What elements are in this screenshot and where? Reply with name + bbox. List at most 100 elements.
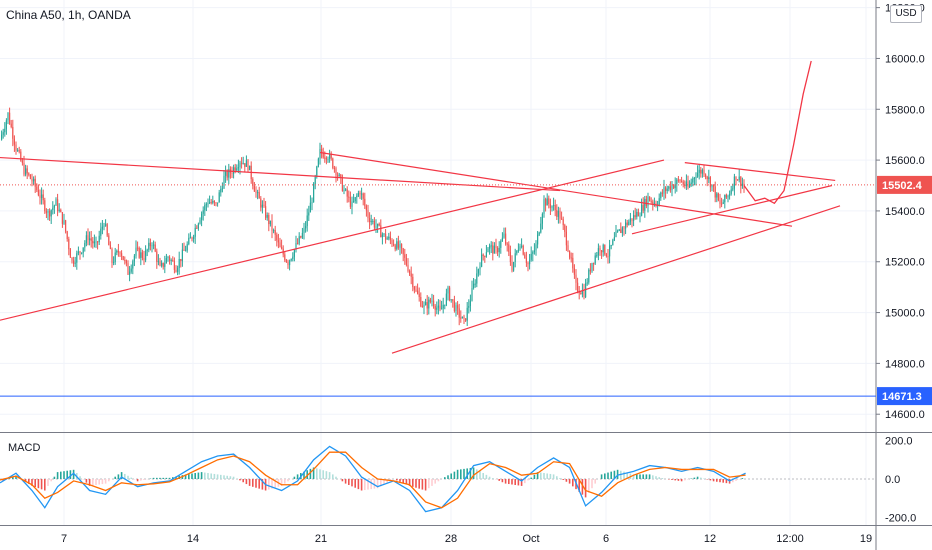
y-tick-label-1: 16000.0	[885, 53, 925, 65]
candle-body-423	[676, 179, 678, 185]
macd-y-tick-label-0: 200.0	[885, 436, 913, 448]
candle-body-202	[322, 153, 324, 158]
candle-body-349	[557, 210, 559, 217]
candle-body-34	[53, 205, 55, 208]
candle-body-71	[113, 261, 115, 263]
candle-body-338	[540, 223, 542, 233]
candle-body-145	[231, 172, 233, 174]
candle-body-285	[455, 305, 457, 312]
candle-body-391	[625, 222, 627, 229]
candle-body-342	[546, 198, 548, 206]
candle-body-13	[20, 151, 22, 161]
candle-body-334	[533, 250, 535, 253]
candle-body-62	[98, 235, 100, 243]
candle-body-149	[237, 167, 239, 169]
candle-body-53	[84, 243, 86, 248]
candle-body-16	[25, 168, 27, 175]
candle-body-243	[388, 236, 390, 239]
candle-body-47	[74, 262, 76, 264]
candle-body-429	[685, 181, 687, 187]
candle-body-213	[340, 174, 342, 178]
candle-body-166	[265, 206, 267, 218]
candle-body-128	[204, 205, 206, 211]
candle-body-220	[351, 201, 353, 207]
candle-body-322	[514, 253, 516, 262]
candle-body-191	[305, 226, 307, 229]
candle-body-44	[69, 249, 71, 258]
candle-body-92	[146, 249, 148, 251]
candle-body-261	[417, 290, 419, 294]
candle-body-148	[236, 168, 238, 171]
candle-body-302	[482, 254, 484, 256]
candle-body-453	[724, 194, 726, 203]
x-tick-label-4: Oct	[522, 533, 539, 545]
candle-body-323	[516, 250, 518, 254]
candle-body-313	[500, 241, 502, 248]
candle-body-42	[66, 231, 68, 239]
candle-body-174	[277, 240, 279, 243]
candle-body-282	[450, 299, 452, 301]
currency-button[interactable]: USD	[890, 5, 922, 23]
candle-body-295	[471, 287, 473, 301]
candle-body-368	[588, 269, 590, 283]
candle-body-415	[663, 187, 665, 194]
candle-body-163	[260, 198, 262, 208]
candle-body-389	[621, 227, 623, 234]
candle-body-9	[13, 138, 15, 145]
y-tick-label-7: 14800.0	[885, 358, 925, 370]
candle-body-94	[149, 242, 151, 247]
candle-body-335	[535, 244, 537, 251]
candle-body-102	[162, 262, 164, 267]
candle-body-217	[346, 189, 348, 197]
candle-body-457	[730, 189, 732, 194]
candle-body-378	[604, 244, 606, 255]
candle-body-294	[469, 300, 471, 306]
candle-body-316	[505, 233, 507, 244]
candle-body-370	[591, 262, 593, 272]
candle-body-135	[215, 202, 217, 204]
candle-body-120	[191, 237, 193, 239]
candle-body-51	[81, 252, 83, 254]
candle-body-233	[372, 220, 374, 222]
candle-body-66	[105, 224, 107, 226]
candle-body-396	[633, 215, 635, 221]
candle-body-216	[345, 189, 347, 191]
candle-body-129	[205, 204, 207, 206]
trendline-3	[391, 205, 841, 354]
candle-body-22	[34, 178, 36, 187]
candle-body-262	[418, 293, 420, 298]
candle-body-318	[508, 244, 510, 252]
candle-body-377	[602, 244, 604, 253]
candle-body-181	[289, 260, 291, 266]
candle-body-443	[708, 177, 710, 180]
candle-body-346	[553, 205, 555, 207]
candle-body-140	[223, 175, 225, 189]
candle-body-162	[258, 192, 260, 199]
candle-body-136	[217, 202, 219, 204]
candle-body-55	[87, 235, 89, 241]
candle-body-320	[511, 262, 513, 271]
candle-body-292	[466, 307, 468, 321]
candle-body-207	[330, 153, 332, 159]
candle-body-180	[287, 261, 289, 266]
candle-body-229	[365, 205, 367, 211]
candle-body-12	[18, 150, 20, 152]
candle-body-441	[705, 174, 707, 177]
candle-body-414	[661, 192, 663, 194]
candle-body-45	[71, 257, 73, 261]
candle-body-96	[153, 244, 155, 246]
candle-body-93	[148, 242, 150, 250]
candle-body-198	[316, 166, 318, 178]
y-tick-label-3: 15600.0	[885, 155, 925, 167]
candle-body-70	[111, 248, 113, 263]
candle-body-76	[121, 253, 123, 257]
candle-body-422	[674, 184, 676, 189]
candle-body-104	[165, 258, 167, 264]
candle-body-413	[660, 192, 662, 199]
candle-body-210	[335, 168, 337, 176]
candle-body-438	[700, 169, 702, 174]
candle-body-32	[50, 209, 52, 217]
candle-body-339	[541, 213, 543, 224]
candle-body-312	[498, 247, 500, 253]
